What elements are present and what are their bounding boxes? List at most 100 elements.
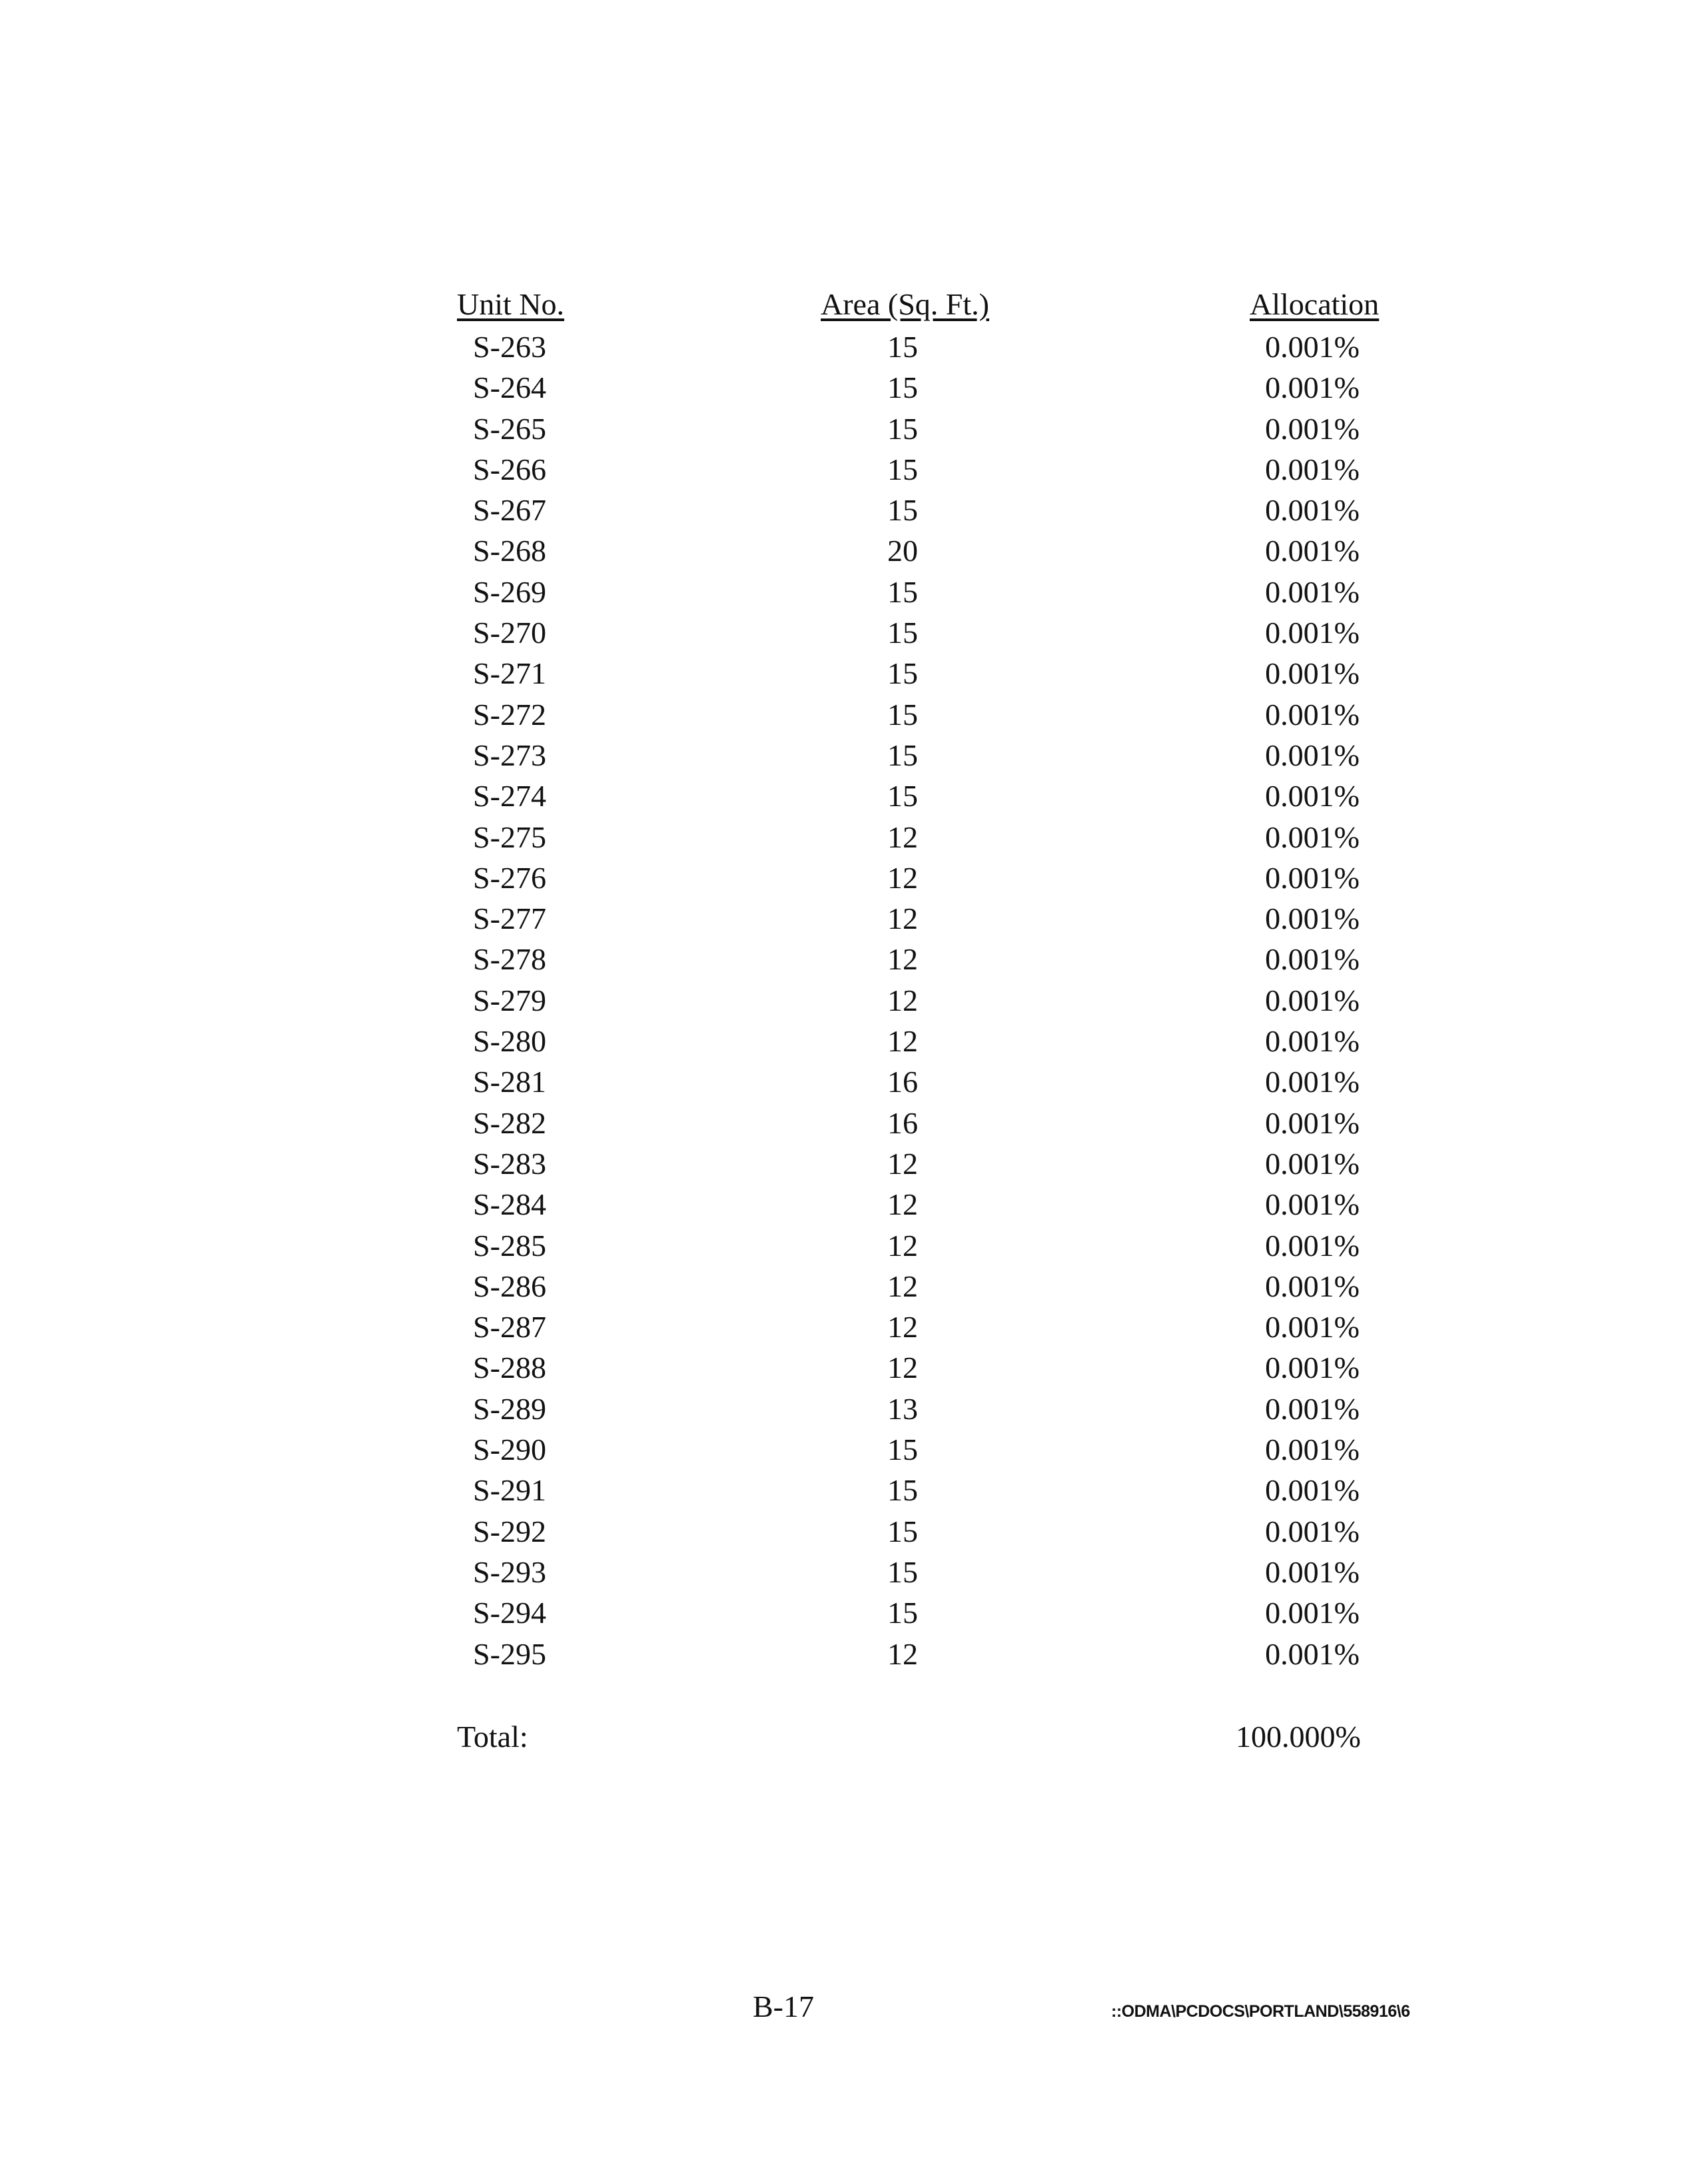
unit-cell: S-293 (473, 1554, 546, 1589)
allocation-cell: 0.001% (1265, 1514, 1360, 1548)
allocation-cell: 0.001% (1265, 1554, 1360, 1589)
unit-cell: S-279 (473, 983, 546, 1017)
area-cell: 12 (887, 942, 918, 977)
unit-cell: S-289 (473, 1391, 546, 1426)
area-cell: 15 (887, 493, 918, 528)
unit-cell: S-268 (473, 534, 546, 568)
unit-cell: S-288 (473, 1351, 546, 1385)
area-cell: 15 (887, 1473, 918, 1508)
unit-cell: S-295 (473, 1636, 546, 1671)
allocation-cell: 0.001% (1265, 901, 1360, 936)
unit-cell: S-290 (473, 1432, 546, 1467)
allocation-cell: 0.001% (1265, 860, 1360, 895)
unit-cell: S-270 (473, 616, 546, 650)
allocation-cell: 0.001% (1265, 1473, 1360, 1508)
allocation-cell: 0.001% (1265, 1391, 1360, 1426)
allocation-cell: 0.001% (1265, 697, 1360, 732)
allocation-cell: 0.001% (1265, 452, 1360, 486)
allocation-cell: 0.001% (1265, 534, 1360, 568)
header-unit-no: Unit No. (457, 287, 564, 321)
allocation-cell: 0.001% (1265, 1187, 1360, 1222)
unit-cell: S-275 (473, 819, 546, 854)
area-cell: 12 (887, 1351, 918, 1385)
area-cell: 15 (887, 1554, 918, 1589)
allocation-cell: 0.001% (1265, 1636, 1360, 1671)
unit-cell: S-287 (473, 1310, 546, 1345)
unit-cell: S-283 (473, 1146, 546, 1181)
area-cell: 20 (887, 534, 918, 568)
area-cell: 15 (887, 452, 918, 486)
area-cell: 12 (887, 819, 918, 854)
area-cell: 15 (887, 697, 918, 732)
allocation-cell: 0.001% (1265, 1596, 1360, 1630)
area-cell: 12 (887, 1310, 918, 1345)
area-cell: 15 (887, 779, 918, 814)
allocation-cell: 0.001% (1265, 1228, 1360, 1263)
area-cell: 16 (887, 1105, 918, 1140)
header-area: Area (Sq. Ft.) (821, 287, 989, 321)
area-cell: 12 (887, 1228, 918, 1263)
unit-cell: S-280 (473, 1024, 546, 1059)
unit-cell: S-294 (473, 1596, 546, 1630)
unit-cell: S-263 (473, 330, 546, 364)
allocation-cell: 0.001% (1265, 1105, 1360, 1140)
area-cell: 15 (887, 656, 918, 691)
area-cell: 12 (887, 983, 918, 1017)
allocation-cell: 0.001% (1265, 1269, 1360, 1303)
unit-cell: S-278 (473, 942, 546, 977)
unit-cell: S-265 (473, 411, 546, 446)
unit-cell: S-267 (473, 493, 546, 528)
allocation-cell: 0.001% (1265, 616, 1360, 650)
allocation-cell: 0.001% (1265, 493, 1360, 528)
unit-cell: S-264 (473, 370, 546, 405)
allocation-cell: 0.001% (1265, 779, 1360, 814)
allocation-column: 0.001% 0.001% 0.001% 0.001% 0.001% 0.001% 0.00… (1226, 326, 1399, 1674)
area-column: 15 15 15 15 15 20 15 15 15 15 15 15 12 12 12 12 12 12 16 16… (833, 326, 973, 1674)
area-cell: 16 (887, 1065, 918, 1099)
document-path: ::ODMA\PCDOCS\PORTLAND\558916\6 (1111, 2002, 1410, 2021)
area-cell: 12 (887, 1024, 918, 1059)
unit-cell: S-271 (473, 656, 546, 691)
allocation-cell: 0.001% (1265, 411, 1360, 446)
area-cell: 12 (887, 1187, 918, 1222)
header-allocation: Allocation (1250, 287, 1380, 321)
unit-cell: S-269 (473, 574, 546, 609)
allocation-cell: 0.001% (1265, 1351, 1360, 1385)
allocation-cell: 0.001% (1265, 1310, 1360, 1345)
area-cell: 15 (887, 1596, 918, 1630)
unit-cell: S-292 (473, 1514, 546, 1548)
allocation-cell: 0.001% (1265, 656, 1360, 691)
area-cell: 15 (887, 330, 918, 364)
area-cell: 15 (887, 616, 918, 650)
total-label: Total: (457, 1720, 528, 1754)
unit-cell: S-281 (473, 1065, 546, 1099)
unit-cell: S-291 (473, 1473, 546, 1508)
area-cell: 12 (887, 901, 918, 936)
allocation-cell: 0.001% (1265, 1024, 1360, 1059)
unit-cell: S-276 (473, 860, 546, 895)
unit-cell: S-286 (473, 1269, 546, 1303)
allocation-cell: 0.001% (1265, 819, 1360, 854)
unit-cell: S-274 (473, 779, 546, 814)
total-allocation: 100.000% (1236, 1720, 1361, 1754)
allocation-cell: 0.001% (1265, 330, 1360, 364)
allocation-cell: 0.001% (1265, 738, 1360, 772)
area-cell: 15 (887, 370, 918, 405)
area-cell: 15 (887, 1514, 918, 1548)
area-cell: 12 (887, 860, 918, 895)
allocation-cell: 0.001% (1265, 942, 1360, 977)
unit-cell: S-277 (473, 901, 546, 936)
area-cell: 15 (887, 411, 918, 446)
page-number: B-17 (753, 1989, 814, 2023)
area-cell: 12 (887, 1636, 918, 1671)
unit-column: S-263 S-264 S-265 S-266 S-267 S-268 S-269 S-270… (433, 326, 586, 1674)
allocation-cell: 0.001% (1265, 1146, 1360, 1181)
allocation-cell: 0.001% (1265, 1432, 1360, 1467)
area-cell: 13 (887, 1391, 918, 1426)
area-cell: 12 (887, 1146, 918, 1181)
allocation-cell: 0.001% (1265, 1065, 1360, 1099)
unit-cell: S-272 (473, 697, 546, 732)
unit-cell: S-273 (473, 738, 546, 772)
unit-cell: S-285 (473, 1228, 546, 1263)
allocation-cell: 0.001% (1265, 574, 1360, 609)
